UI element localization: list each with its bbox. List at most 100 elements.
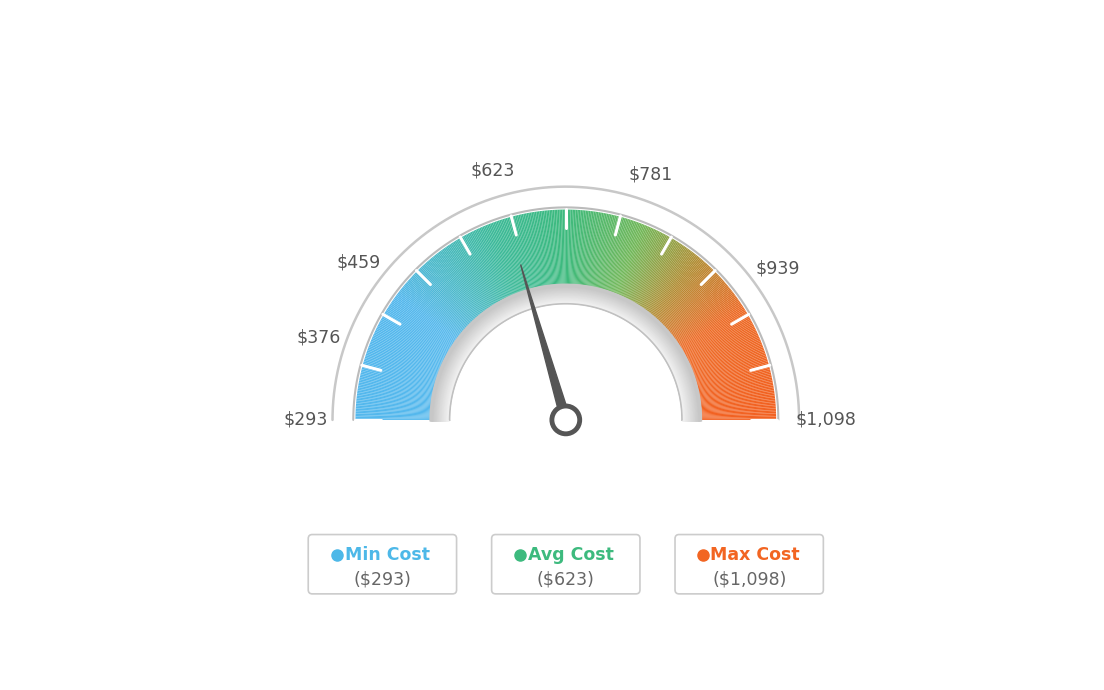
Wedge shape bbox=[618, 226, 649, 296]
Wedge shape bbox=[394, 297, 456, 342]
Wedge shape bbox=[480, 227, 512, 297]
Wedge shape bbox=[668, 282, 725, 333]
Wedge shape bbox=[697, 368, 769, 387]
Wedge shape bbox=[516, 215, 534, 289]
Wedge shape bbox=[374, 331, 444, 364]
Wedge shape bbox=[664, 275, 719, 328]
Wedge shape bbox=[384, 313, 449, 352]
Wedge shape bbox=[699, 387, 774, 400]
Wedge shape bbox=[436, 254, 484, 314]
Wedge shape bbox=[406, 282, 464, 333]
Wedge shape bbox=[520, 215, 538, 288]
Wedge shape bbox=[616, 225, 646, 295]
Wedge shape bbox=[694, 358, 767, 382]
Wedge shape bbox=[460, 237, 499, 304]
Wedge shape bbox=[371, 339, 442, 369]
Wedge shape bbox=[453, 241, 495, 306]
Wedge shape bbox=[571, 210, 575, 285]
Wedge shape bbox=[624, 230, 658, 299]
Wedge shape bbox=[499, 220, 524, 292]
Wedge shape bbox=[582, 211, 592, 286]
Wedge shape bbox=[531, 212, 544, 287]
Wedge shape bbox=[615, 224, 644, 295]
Wedge shape bbox=[416, 271, 470, 325]
Wedge shape bbox=[556, 210, 561, 285]
Wedge shape bbox=[594, 215, 612, 288]
Wedge shape bbox=[413, 275, 468, 328]
Wedge shape bbox=[666, 278, 722, 330]
Wedge shape bbox=[670, 286, 729, 335]
Wedge shape bbox=[389, 304, 453, 347]
Wedge shape bbox=[382, 316, 448, 354]
Wedge shape bbox=[699, 388, 774, 401]
Wedge shape bbox=[412, 276, 467, 328]
Wedge shape bbox=[363, 362, 436, 384]
Wedge shape bbox=[358, 387, 433, 400]
Wedge shape bbox=[686, 324, 754, 359]
Wedge shape bbox=[691, 344, 763, 372]
Wedge shape bbox=[624, 230, 657, 298]
Wedge shape bbox=[607, 220, 633, 292]
Wedge shape bbox=[698, 375, 772, 393]
Wedge shape bbox=[678, 302, 741, 345]
Wedge shape bbox=[445, 247, 489, 310]
Wedge shape bbox=[575, 210, 582, 286]
Wedge shape bbox=[543, 210, 552, 286]
Wedge shape bbox=[446, 246, 490, 309]
Wedge shape bbox=[699, 384, 773, 397]
Wedge shape bbox=[374, 332, 444, 364]
Wedge shape bbox=[402, 287, 461, 335]
Wedge shape bbox=[611, 221, 637, 293]
Wedge shape bbox=[669, 284, 728, 334]
Wedge shape bbox=[375, 329, 444, 362]
Wedge shape bbox=[541, 211, 551, 286]
Wedge shape bbox=[686, 323, 753, 359]
Wedge shape bbox=[684, 319, 751, 356]
Text: Max Cost: Max Cost bbox=[710, 546, 799, 564]
Wedge shape bbox=[688, 329, 756, 362]
Wedge shape bbox=[558, 210, 562, 285]
Wedge shape bbox=[415, 273, 469, 326]
Wedge shape bbox=[576, 210, 584, 286]
Wedge shape bbox=[614, 223, 641, 294]
Wedge shape bbox=[512, 216, 532, 290]
Wedge shape bbox=[625, 231, 660, 299]
Wedge shape bbox=[463, 235, 501, 302]
Wedge shape bbox=[683, 317, 750, 355]
Wedge shape bbox=[565, 210, 567, 285]
Wedge shape bbox=[631, 237, 670, 303]
Wedge shape bbox=[365, 355, 437, 380]
Wedge shape bbox=[443, 249, 487, 310]
Wedge shape bbox=[465, 235, 501, 302]
Polygon shape bbox=[452, 305, 680, 420]
Wedge shape bbox=[680, 307, 744, 348]
Wedge shape bbox=[394, 296, 457, 342]
Wedge shape bbox=[613, 223, 640, 294]
Wedge shape bbox=[527, 213, 542, 288]
Wedge shape bbox=[359, 382, 433, 397]
Wedge shape bbox=[586, 212, 598, 287]
Wedge shape bbox=[603, 217, 625, 290]
Wedge shape bbox=[675, 296, 737, 342]
Wedge shape bbox=[679, 304, 743, 347]
Wedge shape bbox=[696, 362, 768, 384]
Wedge shape bbox=[554, 210, 560, 285]
Wedge shape bbox=[639, 243, 681, 307]
Wedge shape bbox=[395, 295, 457, 341]
Wedge shape bbox=[513, 216, 533, 289]
Wedge shape bbox=[698, 374, 772, 391]
Wedge shape bbox=[381, 319, 447, 356]
Wedge shape bbox=[370, 341, 440, 371]
Wedge shape bbox=[431, 258, 480, 317]
Wedge shape bbox=[636, 241, 677, 306]
Wedge shape bbox=[452, 242, 493, 306]
Wedge shape bbox=[503, 218, 528, 291]
Wedge shape bbox=[491, 223, 519, 294]
Wedge shape bbox=[570, 210, 574, 285]
Wedge shape bbox=[620, 228, 652, 297]
Wedge shape bbox=[683, 316, 750, 354]
Wedge shape bbox=[450, 243, 492, 307]
Wedge shape bbox=[428, 260, 478, 318]
Text: $459: $459 bbox=[336, 254, 381, 272]
Wedge shape bbox=[365, 353, 438, 378]
